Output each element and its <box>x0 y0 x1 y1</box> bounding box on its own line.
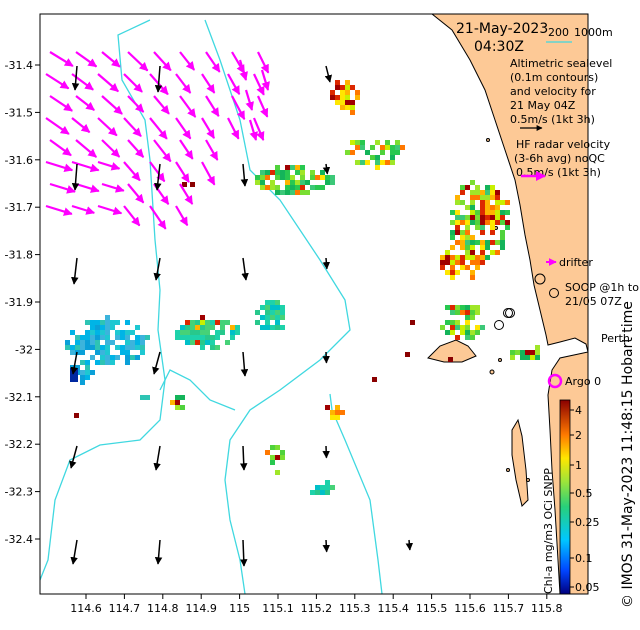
x-tick-label: 115.6 <box>454 602 486 615</box>
svg-text:21 May 04Z: 21 May 04Z <box>510 99 576 112</box>
svg-text:Altimetric sealevel: Altimetric sealevel <box>510 57 612 70</box>
header-time: 04:30Z <box>474 39 524 55</box>
x-tick-label: 114.8 <box>147 602 179 615</box>
altimetry-legend: Altimetric sealevel (0.1m contours) and … <box>510 57 612 131</box>
depth-1000-label: 1000m <box>574 26 613 39</box>
x-tick-label: 115.5 <box>416 602 448 615</box>
y-tick-label: -32 <box>15 343 33 356</box>
credit-text: © IMOS 31-May-2023 11:48:15 Hobart time <box>620 301 636 608</box>
svg-text:and velocity for: and velocity for <box>510 85 596 98</box>
y-tick-label: -32.4 <box>5 533 33 546</box>
svg-text:0.5m/s (1kt 3h): 0.5m/s (1kt 3h) <box>510 113 595 126</box>
y-axis: -31.4 -31.5 -31.6 -31.7 -31.8 -31.9 -32 -32.1 -3… <box>5 59 40 546</box>
x-tick-label: 115.4 <box>377 602 409 615</box>
colorbar-tick-label: 4 <box>575 404 582 417</box>
x-tick-label: 115.7 <box>493 602 525 615</box>
colorbar-tick-label: 0.5 <box>575 487 593 500</box>
drifter-legend: drifter <box>546 256 593 269</box>
svg-text:SOOP @1h to: SOOP @1h to <box>565 281 639 294</box>
garden-island <box>511 418 529 507</box>
x-tick-label: 114.6 <box>70 602 102 615</box>
plot-frame <box>39 13 589 595</box>
y-tick-label: -31.6 <box>5 154 33 167</box>
y-tick-label: -32.2 <box>5 438 33 451</box>
y-tick-label: -31.5 <box>5 106 33 119</box>
x-axis: 114.6 114.7 114.8 114.9 115 115.1 115.2 115.3 11… <box>70 594 563 615</box>
x-tick-label: 115.2 <box>301 602 333 615</box>
colorbar: 4 2 1 0.5 0.25 0.1 0.05 Chl-a mg/m3 OCi SNPP <box>542 399 600 595</box>
colorbar-tick-label: 2 <box>575 429 582 442</box>
colorbar-label: Chl-a mg/m3 OCi SNPP <box>542 468 555 594</box>
islets <box>486 138 530 482</box>
x-tick-label: 115.1 <box>262 602 294 615</box>
rottnest-island <box>427 339 477 363</box>
y-tick-label: -32.3 <box>5 486 33 499</box>
svg-text:HF radar velocity: HF radar velocity <box>516 138 611 151</box>
colorbar-tick-label: 1 <box>575 459 582 472</box>
altimetry-arrows <box>69 65 414 567</box>
soop-track <box>494 273 559 330</box>
y-tick-label: -31.7 <box>5 201 33 214</box>
argo-label: Argo 0 <box>565 375 601 388</box>
perth-label: Perth <box>601 332 630 345</box>
colorbar-tick-label: 0.25 <box>575 516 600 529</box>
bathymetry-contours <box>40 19 383 594</box>
depth-200-label: 200 <box>548 26 569 39</box>
hf-radar-legend: HF radar velocity (3-6h avg) noQC 0.5m/s… <box>514 138 611 181</box>
colorbar-tick-label: 0.1 <box>575 552 593 565</box>
svg-text:(0.1m contours): (0.1m contours) <box>510 71 598 84</box>
y-tick-label: -31.4 <box>5 59 33 72</box>
hf-radar-arrows <box>45 51 270 230</box>
svg-text:21/05 07Z: 21/05 07Z <box>565 295 622 308</box>
x-tick-label: 114.7 <box>109 602 141 615</box>
x-tick-label: 115 <box>229 602 250 615</box>
colorbar-tick-label: 0.05 <box>575 581 600 594</box>
x-tick-label: 115.3 <box>339 602 371 615</box>
soop-legend: SOOP @1h to 21/05 07Z <box>565 281 639 308</box>
chlorophyll-pixels <box>65 80 540 495</box>
y-tick-label: -31.9 <box>5 296 33 309</box>
argo-float-marker <box>547 373 563 389</box>
x-tick-label: 115.8 <box>531 602 563 615</box>
land-mass <box>431 14 588 594</box>
x-tick-label: 114.9 <box>185 602 217 615</box>
y-tick-label: -31.8 <box>5 249 33 262</box>
y-tick-label: -32.1 <box>5 391 33 404</box>
svg-text:(3-6h avg) noQC: (3-6h avg) noQC <box>514 152 605 165</box>
svg-text:drifter: drifter <box>559 256 593 269</box>
header-date: 21-May-2023 <box>456 21 548 37</box>
